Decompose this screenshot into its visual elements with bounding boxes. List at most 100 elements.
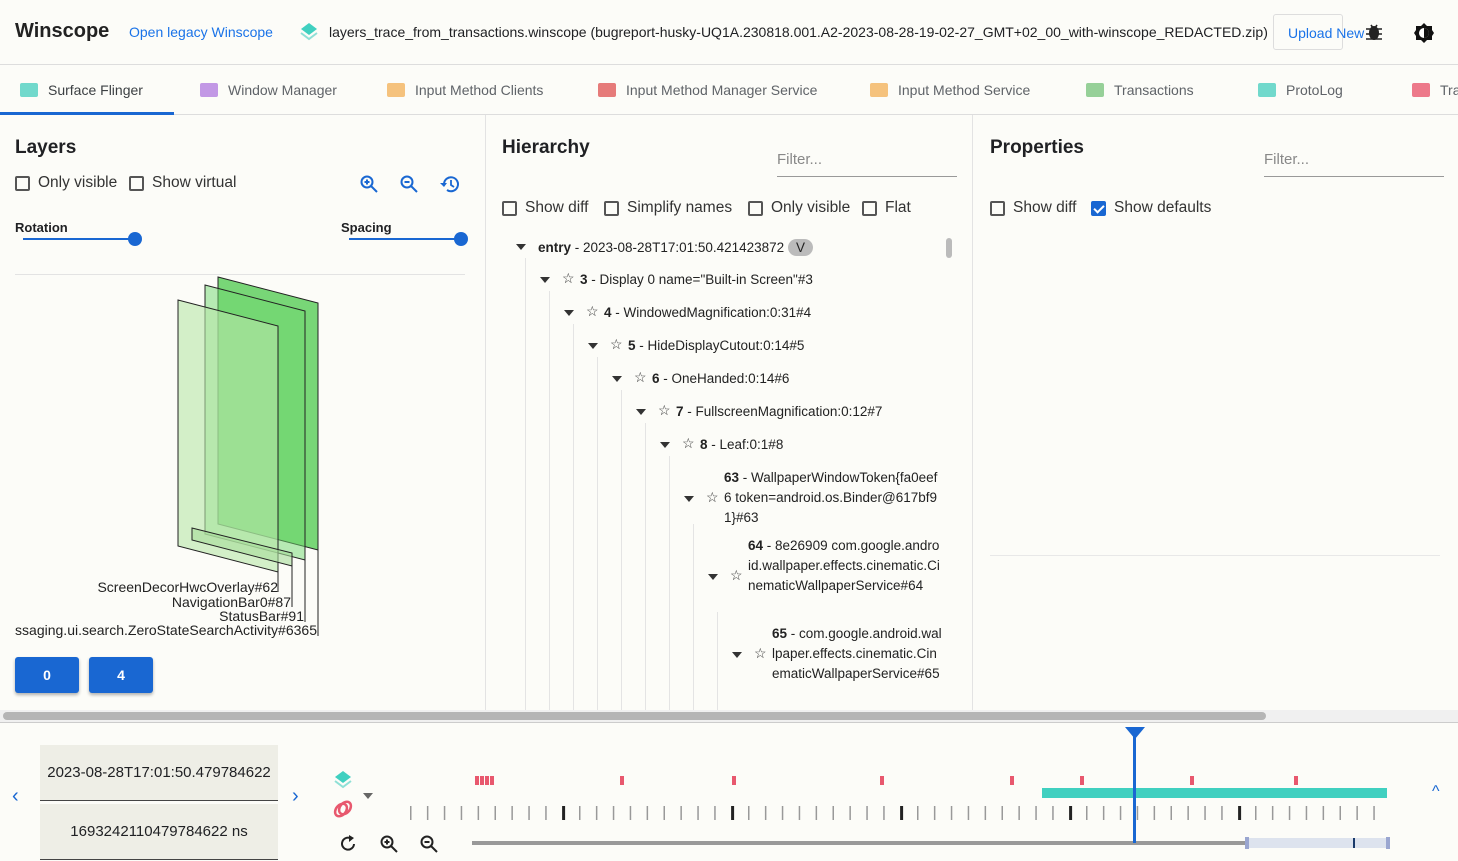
- timeline-tick: [595, 806, 598, 820]
- show-diff-checkbox[interactable]: Show diff: [990, 199, 1076, 217]
- surface-flinger-trace-icon[interactable]: [334, 770, 352, 790]
- tree-scrollbar-thumb[interactable]: [946, 238, 952, 258]
- prev-entry-chevron-icon[interactable]: ‹: [12, 785, 19, 807]
- tab-input-method-service[interactable]: Input Method Service: [870, 66, 1030, 114]
- zoom-out-icon[interactable]: [400, 175, 418, 193]
- tab-transactions[interactable]: Transactions: [1086, 66, 1194, 114]
- tree-guide-line: [549, 291, 550, 710]
- horizontal-scrollbar[interactable]: [0, 710, 1458, 722]
- only-visible-label: Only visible: [771, 199, 851, 216]
- reset-view-icon[interactable]: [439, 174, 460, 194]
- zoom-in-icon[interactable]: [360, 175, 378, 193]
- transaction-entry-mark: [1010, 776, 1014, 785]
- timeline-tick: [731, 806, 735, 820]
- spacing-slider-track[interactable]: [349, 238, 461, 240]
- tab-window-manager[interactable]: Window Manager: [200, 66, 337, 114]
- bug-icon[interactable]: [1365, 22, 1383, 42]
- star-icon[interactable]: ☆: [682, 435, 695, 451]
- star-icon[interactable]: ☆: [658, 402, 671, 418]
- node-name: - FullscreenMagnification:0:12#7: [683, 404, 883, 419]
- node-name: - WallpaperWindowToken{fa0eef6 token=and…: [724, 470, 938, 525]
- layers-panel: Layers Only visible Show virtual Rotatio…: [0, 115, 486, 710]
- collapse-arrow-icon[interactable]: [540, 277, 550, 283]
- collapse-arrow-icon[interactable]: [516, 244, 526, 250]
- timeline-tick: [1170, 806, 1172, 820]
- layer-label[interactable]: NavigationBar0#87: [171, 594, 291, 610]
- horizontal-scrollbar-thumb[interactable]: [3, 712, 1266, 720]
- layer-label[interactable]: ssaging.ui.search.ZeroStateSearchActivit…: [15, 622, 317, 638]
- spacing-slider-thumb[interactable]: [454, 232, 468, 246]
- tab-protolog[interactable]: ProtoLog: [1258, 66, 1343, 114]
- timestamp-ns-input[interactable]: 1693242110479784622 ns: [40, 804, 278, 860]
- transaction-entry-mark: [880, 776, 884, 785]
- timeline: ‹ 2023-08-28T17:01:50.479784622 16932421…: [0, 722, 1458, 860]
- tree-guide-line: [621, 390, 622, 710]
- zoom-out-icon[interactable]: [420, 835, 438, 853]
- layers-3d-canvas[interactable]: [0, 270, 486, 640]
- upload-new-button[interactable]: Upload New: [1273, 14, 1364, 50]
- show-virtual-checkbox[interactable]: Show virtual: [129, 174, 236, 192]
- timeline-tick: [781, 806, 784, 820]
- trace-selector-dropdown-icon[interactable]: [363, 793, 373, 799]
- tab-input-method-clients[interactable]: Input Method Clients: [387, 66, 543, 114]
- show-diff-checkbox[interactable]: Show diff: [502, 199, 588, 217]
- node-id: 3: [580, 272, 588, 287]
- node-name: - HideDisplayCutout:0:14#5: [635, 338, 805, 353]
- star-icon[interactable]: ☆: [634, 369, 647, 385]
- simplify-names-checkbox[interactable]: Simplify names: [604, 199, 732, 217]
- expand-timeline-chevron-icon[interactable]: ^: [1432, 783, 1440, 800]
- star-icon[interactable]: ☆: [562, 270, 575, 286]
- star-icon[interactable]: ☆: [586, 303, 599, 319]
- transactions-trace-icon[interactable]: [333, 799, 353, 819]
- only-visible-checkbox[interactable]: Only visible: [748, 199, 850, 217]
- tab-tra[interactable]: Tra: [1412, 66, 1458, 114]
- tab-surface-flinger[interactable]: Surface Flinger: [20, 66, 143, 114]
- timeline-tick: [1322, 806, 1325, 820]
- timeline-tick: [883, 806, 885, 820]
- display-button-4[interactable]: 4: [89, 657, 153, 693]
- zoom-in-icon[interactable]: [380, 835, 398, 853]
- star-icon[interactable]: ☆: [610, 336, 623, 352]
- node-id: 6: [652, 371, 660, 386]
- layers-entry-range: [1042, 788, 1387, 798]
- collapse-arrow-icon[interactable]: [684, 496, 694, 502]
- collapse-arrow-icon[interactable]: [732, 652, 742, 658]
- collapse-arrow-icon[interactable]: [612, 376, 622, 382]
- next-entry-chevron-icon[interactable]: ›: [292, 785, 299, 807]
- collapse-arrow-icon[interactable]: [564, 310, 574, 316]
- only-visible-checkbox[interactable]: Only visible: [15, 174, 117, 192]
- collapse-arrow-icon[interactable]: [588, 343, 598, 349]
- flat-checkbox[interactable]: Flat: [862, 199, 911, 217]
- app-title: Winscope: [15, 20, 110, 42]
- timeline-track[interactable]: [0, 723, 1458, 861]
- star-icon[interactable]: ☆: [754, 645, 767, 661]
- star-icon[interactable]: ☆: [730, 567, 743, 583]
- layer-label[interactable]: ScreenDecorHwcOverlay#62: [97, 579, 278, 595]
- layer-label[interactable]: StatusBar#91: [219, 608, 304, 624]
- theme-toggle-icon[interactable]: [1413, 22, 1435, 44]
- tree-guide-line: [717, 612, 718, 710]
- timeline-tick: [1086, 806, 1088, 820]
- open-legacy-link[interactable]: Open legacy Winscope: [129, 24, 273, 40]
- transaction-entry-mark: [480, 776, 484, 785]
- timeline-tick: [1136, 806, 1139, 820]
- display-button-0[interactable]: 0: [15, 657, 79, 693]
- collapse-arrow-icon[interactable]: [708, 574, 718, 580]
- collapse-arrow-icon[interactable]: [660, 442, 670, 448]
- timeline-tick: [663, 806, 665, 820]
- timeline-tick: [1271, 806, 1274, 820]
- rotation-slider-track[interactable]: [23, 238, 135, 240]
- show-defaults-checkbox[interactable]: Show defaults: [1091, 199, 1211, 217]
- tab-input-method-manager-service[interactable]: Input Method Manager Service: [598, 66, 817, 114]
- node-name: - Leaf:0:1#8: [707, 437, 784, 452]
- timeline-tick: [528, 806, 530, 820]
- rotation-slider-thumb[interactable]: [128, 232, 142, 246]
- timestamp-input[interactable]: 2023-08-28T17:01:50.479784622: [40, 745, 278, 801]
- properties-filter-input[interactable]: Filter...: [1264, 145, 1444, 177]
- reset-zoom-icon[interactable]: [340, 835, 358, 853]
- collapse-arrow-icon[interactable]: [636, 409, 646, 415]
- star-icon[interactable]: ☆: [706, 489, 719, 505]
- minimap-selection-handle: [1386, 837, 1390, 849]
- timeline-tick: [1153, 806, 1156, 820]
- hierarchy-filter-input[interactable]: Filter...: [777, 145, 957, 177]
